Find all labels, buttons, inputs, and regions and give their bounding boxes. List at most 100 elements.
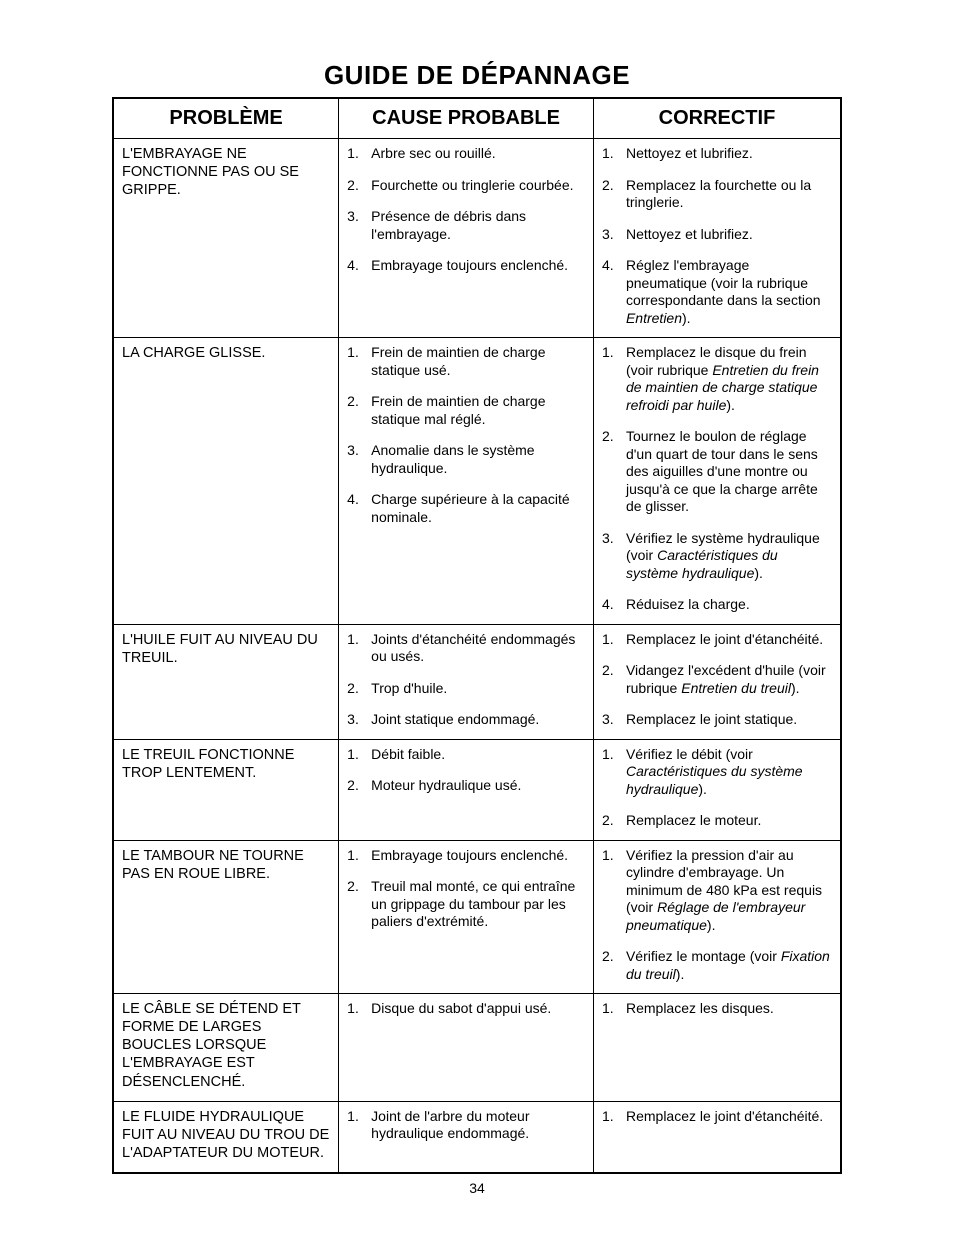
page-number: 34: [112, 1180, 842, 1196]
item-text: Joint de l'arbre du moteur hydraulique e…: [371, 1108, 585, 1143]
fix-cell: 1.Vérifiez la pression d'air au cylindre…: [593, 840, 841, 994]
item-number: 4.: [602, 257, 618, 327]
problem-cell: L'EMBRAYAGE NE FONCTIONNE PAS OU SE GRIP…: [113, 139, 339, 338]
item-number: 2.: [347, 680, 363, 698]
item-number: 3.: [347, 711, 363, 729]
item-text: Remplacez le joint statique.: [626, 711, 832, 729]
table-row: LE TREUIL FONCTIONNE TROP LENTEMENT. 1.Dé…: [113, 739, 841, 840]
item-number: 1.: [347, 145, 363, 163]
problem-cell: LE FLUIDE HYDRAULIQUE FUIT AU NIVEAU DU …: [113, 1101, 339, 1173]
table-row: L'HUILE FUIT AU NIVEAU DU TREUIL.1.Joint…: [113, 624, 841, 739]
item-text: Embrayage toujours enclenché.: [371, 257, 585, 275]
list-item: 1.Arbre sec ou rouillé.: [347, 145, 585, 163]
list-item: 2.Tournez le boulon de réglage d'un quar…: [602, 428, 832, 516]
item-number: 3.: [602, 711, 618, 729]
list-item: 2.Vérifiez le montage (voir Fixation du …: [602, 948, 832, 983]
item-number: 2.: [347, 393, 363, 428]
table-row: LE FLUIDE HYDRAULIQUE FUIT AU NIVEAU DU …: [113, 1101, 841, 1173]
list-item: 3.Présence de débris dans l'embrayage.: [347, 208, 585, 243]
table-row: LE CÂBLE SE DÉTEND ET FORME DE LARGES BO…: [113, 994, 841, 1102]
item-text: Nettoyez et lubrifiez.: [626, 226, 832, 244]
list-item: 3. Joint statique endommagé.: [347, 711, 585, 729]
table-body: L'EMBRAYAGE NE FONCTIONNE PAS OU SE GRIP…: [113, 139, 841, 1174]
problem-text: LE TREUIL FONCTIONNE TROP LENTEMENT.: [122, 746, 330, 782]
fix-list: 1.Vérifiez le débit (voir Caractéristiqu…: [602, 746, 832, 830]
item-text: Remplacez le moteur.: [626, 812, 832, 830]
item-number: 1.: [347, 631, 363, 666]
cause-cell: 1.Joints d'étanchéité endommagés ou usés…: [339, 624, 594, 739]
table-header-row: PROBLÈME CAUSE PROBABLE CORRECTIF: [113, 98, 841, 139]
fix-list: 1.Remplacez le joint d'étanchéité.: [602, 1108, 832, 1126]
item-number: 1.: [602, 1000, 618, 1018]
list-item: 2.Frein de maintien de charge statique m…: [347, 393, 585, 428]
item-number: 4.: [347, 257, 363, 275]
item-number: 2.: [602, 812, 618, 830]
item-number: 1.: [602, 344, 618, 414]
item-number: 1.: [602, 631, 618, 649]
fix-list: 1.Vérifiez la pression d'air au cylindre…: [602, 847, 832, 984]
cause-list: 1.Joints d'étanchéité endommagés ou usés…: [347, 631, 585, 729]
item-number: 4.: [347, 491, 363, 526]
item-text: Treuil mal monté, ce qui entraîne un gri…: [371, 878, 585, 931]
list-item: 1.Joint de l'arbre du moteur hydraulique…: [347, 1108, 585, 1143]
item-number: 2.: [347, 177, 363, 195]
item-text: Tournez le boulon de réglage d'un quart …: [626, 428, 832, 516]
problem-text: LA CHARGE GLISSE.: [122, 344, 330, 362]
item-text: Remplacez le disque du frein (voir rubri…: [626, 344, 832, 414]
item-text: Frein de maintien de charge statique usé…: [371, 344, 585, 379]
item-text: Charge supérieure à la capacité nominale…: [371, 491, 585, 526]
list-item: 4.Réduisez la charge.: [602, 596, 832, 614]
item-text: Remplacez le joint d'étanchéité.: [626, 631, 832, 649]
item-text: Trop d'huile.: [371, 680, 585, 698]
item-number: 3.: [347, 442, 363, 477]
list-item: 2.Treuil mal monté, ce qui entraîne un g…: [347, 878, 585, 931]
list-item: 1.Nettoyez et lubrifiez.: [602, 145, 832, 163]
problem-cell: LE CÂBLE SE DÉTEND ET FORME DE LARGES BO…: [113, 994, 339, 1102]
header-fix: CORRECTIF: [593, 98, 841, 139]
item-text: Présence de débris dans l'embrayage.: [371, 208, 585, 243]
item-number: 1.: [347, 746, 363, 764]
problem-cell: LA CHARGE GLISSE.: [113, 338, 339, 625]
page: GUIDE DE DÉPANNAGE PROBLÈME CAUSE PROBAB…: [0, 0, 954, 1236]
problem-text: LE FLUIDE HYDRAULIQUE FUIT AU NIVEAU DU …: [122, 1108, 330, 1162]
table-row: LA CHARGE GLISSE. 1. Frein de maintien de …: [113, 338, 841, 625]
list-item: 1.Débit faible.: [347, 746, 585, 764]
header-cause: CAUSE PROBABLE: [339, 98, 594, 139]
problem-text: L'HUILE FUIT AU NIVEAU DU TREUIL.: [122, 631, 330, 667]
list-item: 1.Vérifiez le débit (voir Caractéristiqu…: [602, 746, 832, 799]
item-text: Frein de maintien de charge statique mal…: [371, 393, 585, 428]
list-item: 1. Remplacez le joint d'étanchéité.: [602, 631, 832, 649]
problem-text: LE TAMBOUR NE TOURNE PAS EN ROUE LIBRE.: [122, 847, 330, 883]
item-number: 3.: [602, 530, 618, 583]
cause-cell: 1.Arbre sec ou rouillé.2.Fourchette ou t…: [339, 139, 594, 338]
page-title: GUIDE DE DÉPANNAGE: [112, 60, 842, 91]
cause-cell: 1.Débit faible.2.Moteur hydraulique usé.: [339, 739, 594, 840]
list-item: 1.Remplacez le joint d'étanchéité.: [602, 1108, 832, 1126]
list-item: 1.Disque du sabot d'appui usé.: [347, 1000, 585, 1018]
fix-list: 1.Remplacez le joint d'étanchéité.2.Vida…: [602, 631, 832, 729]
problem-text: LE CÂBLE SE DÉTEND ET FORME DE LARGES BO…: [122, 1000, 330, 1091]
item-number: 1.: [602, 1108, 618, 1126]
fix-list: 1. Remplacez les disques.: [602, 1000, 832, 1018]
item-text: Nettoyez et lubrifiez.: [626, 145, 832, 163]
item-text: Joints d'étanchéité endommagés ou usés.: [371, 631, 585, 666]
list-item: 1. Remplacez les disques.: [602, 1000, 832, 1018]
problem-text: L'EMBRAYAGE NE FONCTIONNE PAS OU SE GRIP…: [122, 145, 330, 199]
list-item: 4.Réglez l'embrayage pneumatique (voir l…: [602, 257, 832, 327]
item-number: 1.: [347, 1108, 363, 1143]
item-text: Remplacez les disques.: [626, 1000, 832, 1018]
list-item: 2.Remplacez la fourchette ou la tringler…: [602, 177, 832, 212]
cause-list: 1.Disque du sabot d'appui usé.: [347, 1000, 585, 1018]
item-number: 1.: [347, 847, 363, 865]
header-problem: PROBLÈME: [113, 98, 339, 139]
cause-cell: 1.Joint de l'arbre du moteur hydraulique…: [339, 1101, 594, 1173]
list-item: 3.Vérifiez le système hydraulique (voir …: [602, 530, 832, 583]
item-number: 2.: [347, 777, 363, 795]
list-item: 3.Anomalie dans le système hydraulique.: [347, 442, 585, 477]
list-item: 3.Nettoyez et lubrifiez.: [602, 226, 832, 244]
fix-list: 1.Remplacez le disque du frein (voir rub…: [602, 344, 832, 614]
item-text: Joint statique endommagé.: [371, 711, 585, 729]
item-text: Vérifiez le débit (voir Caractéristiques…: [626, 746, 832, 799]
item-text: Remplacez la fourchette ou la tringlerie…: [626, 177, 832, 212]
item-text: Vérifiez la pression d'air au cylindre d…: [626, 847, 832, 935]
